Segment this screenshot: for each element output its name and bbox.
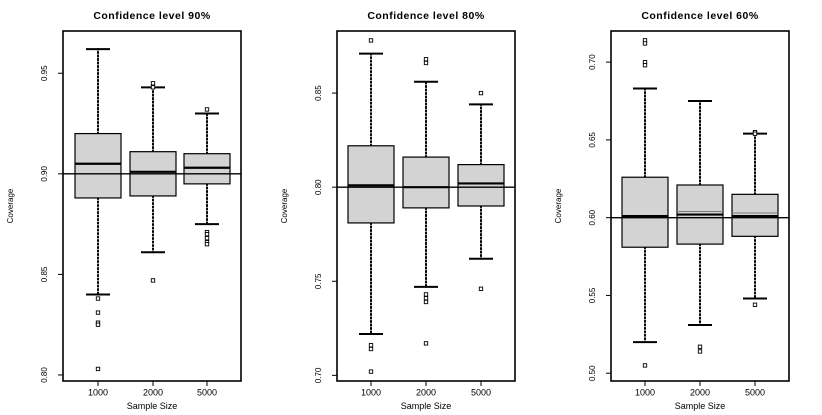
outlier-point — [752, 131, 758, 136]
outlier-point — [204, 232, 210, 237]
y-tick-label: 0.75 — [314, 273, 323, 289]
x-axis-label: Sample Size — [401, 401, 452, 411]
outlier-point — [368, 38, 374, 43]
outlier-point — [478, 286, 484, 291]
x-tick-label: 2000 — [416, 387, 436, 397]
box-iqr — [457, 164, 505, 207]
chart-title: Confidence level 60% — [641, 10, 759, 22]
y-tick-label: 0.80 — [314, 179, 323, 195]
outlier-point — [204, 236, 210, 241]
y-tick-label: 0.85 — [40, 266, 49, 282]
outlier-point — [368, 346, 374, 352]
x-tick-label: 1000 — [88, 387, 108, 397]
outlier-point — [642, 41, 648, 46]
x-tick-label: 1000 — [361, 387, 381, 397]
y-tick-label: 0.55 — [588, 287, 597, 303]
outlier-point — [423, 299, 429, 305]
chart-title: Confidence level 90% — [93, 10, 211, 22]
outlier-point — [95, 310, 101, 315]
outlier-point — [150, 278, 156, 283]
outlier-point — [95, 366, 101, 372]
y-tick-label: 0.70 — [588, 54, 597, 70]
y-tick-label: 0.95 — [40, 65, 49, 81]
outlier-point — [204, 242, 210, 247]
outlier-point — [697, 349, 703, 354]
x-axis-label: Sample Size — [127, 401, 178, 411]
box-5000 — [457, 90, 505, 291]
box-iqr — [621, 176, 669, 248]
outlier-point — [95, 296, 101, 301]
box-1000 — [74, 48, 122, 372]
outlier-point — [423, 341, 429, 346]
x-tick-label: 5000 — [745, 387, 765, 397]
outlier-point — [423, 292, 429, 297]
outlier-point — [95, 322, 101, 327]
outlier-point — [368, 369, 374, 374]
outlier-point — [150, 85, 156, 90]
y-axis-label: Coverage — [280, 188, 289, 223]
box-5000 — [731, 129, 779, 307]
outlier-point — [423, 60, 429, 66]
y-tick-label: 0.50 — [588, 365, 597, 381]
y-tick-label: 0.80 — [40, 367, 49, 383]
y-tick-label: 0.85 — [314, 85, 323, 101]
y-tick-label: 0.70 — [314, 367, 323, 383]
x-tick-label: 5000 — [197, 387, 217, 397]
x-tick-label: 2000 — [690, 387, 710, 397]
panel-3: Confidence level 60% 0.50 0.55 0.60 0.65 0.70… — [554, 10, 790, 411]
box-2000 — [129, 81, 177, 283]
outlier-point — [368, 343, 374, 348]
outlier-point — [642, 63, 648, 68]
outlier-point — [423, 296, 429, 301]
box-2000 — [402, 57, 450, 346]
x-axis-label: Sample Size — [675, 401, 726, 411]
box-iqr — [74, 132, 122, 199]
box-iqr — [402, 156, 450, 209]
outlier-point — [423, 57, 429, 62]
box-1000 — [621, 38, 669, 368]
chart-title: Confidence level 80% — [367, 10, 485, 22]
y-tick-label: 0.65 — [588, 132, 597, 148]
box-2000 — [676, 100, 724, 354]
outlier-point — [752, 302, 758, 307]
outlier-point — [478, 90, 484, 96]
panel-2: Confidence level 80% 0.70 0.75 0.80 0.85 Cove… — [280, 10, 516, 411]
plot-frame — [62, 30, 242, 382]
y-axis-label: Coverage — [6, 188, 15, 223]
y-tick-label: 0.90 — [40, 165, 49, 181]
outlier-point — [204, 107, 210, 112]
outlier-point — [642, 363, 648, 368]
box-5000 — [183, 107, 231, 247]
x-tick-label: 1000 — [635, 387, 655, 397]
box-1000 — [347, 38, 395, 374]
y-tick-label: 0.60 — [588, 209, 597, 225]
panel-1: Confidence level 90% 0.80 0.85 0.90 0.95 Cove… — [6, 10, 242, 411]
x-tick-label: 2000 — [143, 387, 163, 397]
x-tick-label: 5000 — [471, 387, 491, 397]
y-axis-label: Coverage — [554, 188, 563, 223]
outlier-point — [697, 344, 703, 349]
outlier-point — [150, 81, 156, 86]
